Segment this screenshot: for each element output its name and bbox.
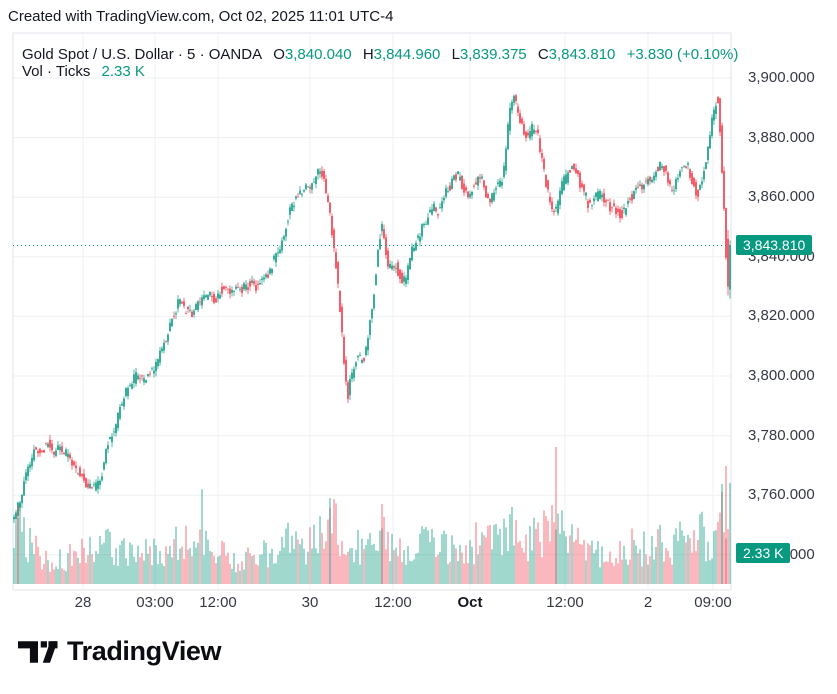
time-axis-label: 30 [301,594,319,611]
watermark-caption: Created with TradingView.com, Oct 02, 20… [8,8,394,25]
ohlc-high-label: H [362,46,374,63]
time-axis-label: 2 [643,594,653,611]
ohlc-low-value: 3,839.375 [459,46,527,63]
ohlc-high-value: 3,844.960 [373,46,441,63]
price-axis-label: 3,760.000 [748,486,815,504]
volume-legend: Vol · Ticks 2.33 K [22,63,145,80]
volume-legend-value: 2.33 K [101,63,145,80]
price-axis-label: 3,780.000 [748,426,815,444]
price-axis-label: 3,860.000 [748,188,815,206]
time-axis-label: 28 [74,594,92,611]
time-axis: 28 03:00 12:00 30 12:00 Oct 12:00 2 09:00 [0,594,837,614]
symbol-title: Gold Spot / U.S. Dollar · 5 · OANDA [22,46,263,63]
change-value: +3.830 (+0.10%) [626,46,739,63]
tradingview-logo-text: TradingView [67,636,222,666]
ohlc-low-label: L [451,46,460,63]
tradingview-logo-icon [18,640,58,663]
price-axis-label: 3,820.000 [748,307,815,325]
ohlc-close-label: C [537,46,549,63]
last-price-badge: 3,843.810 [736,235,813,256]
symbol-legend: Gold Spot / U.S. Dollar · 5 · OANDA O3,8… [22,46,738,63]
time-axis-label: 12:00 [374,594,412,611]
ohlc-open-value: 3,840.040 [284,46,352,63]
time-axis-label: 03:00 [136,594,174,611]
time-axis-label: 12:00 [546,594,584,611]
price-axis: 3,900.000 3,880.000 3,860.000 3,840.000 3,82… [735,0,837,620]
time-axis-label: 12:00 [199,594,237,611]
ohlc-open-label: O [273,46,285,63]
price-axis-label: 3,900.000 [748,69,815,86]
volume-legend-label: Vol · Ticks [22,63,91,80]
ohlc-close-value: 3,843.810 [548,46,616,63]
time-axis-label: 09:00 [694,594,732,611]
volume-badge: 2.33 K [736,543,791,563]
price-axis-label: 3,800.000 [748,367,815,384]
tradingview-logo: TradingView [18,636,222,667]
chart-canvas [12,32,732,591]
price-axis-label: 3,880.000 [748,128,815,146]
time-axis-label: Oct [457,594,483,611]
